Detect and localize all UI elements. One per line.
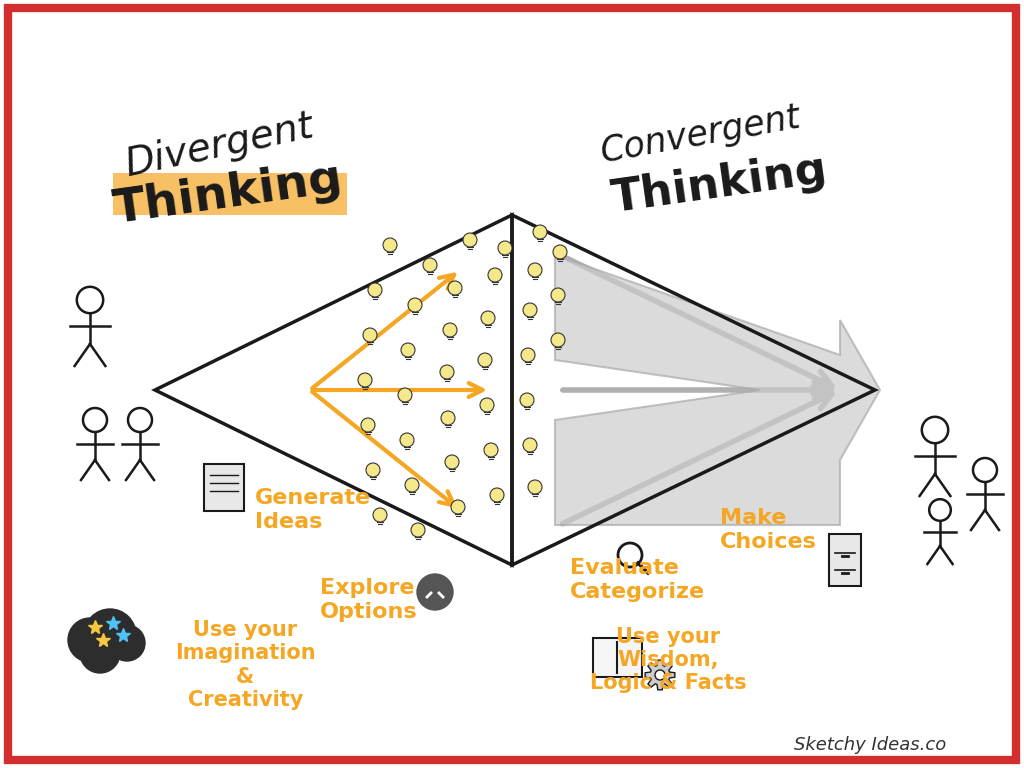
Text: Explore
Options: Explore Options bbox=[319, 578, 418, 621]
Circle shape bbox=[441, 411, 455, 425]
Circle shape bbox=[553, 245, 567, 259]
Circle shape bbox=[478, 353, 492, 367]
Circle shape bbox=[490, 488, 504, 502]
Circle shape bbox=[445, 455, 459, 469]
Circle shape bbox=[463, 233, 477, 247]
Circle shape bbox=[528, 480, 542, 494]
Polygon shape bbox=[555, 255, 880, 525]
Circle shape bbox=[406, 478, 419, 492]
Text: Use your
Imagination
&
Creativity: Use your Imagination & Creativity bbox=[175, 621, 315, 710]
Circle shape bbox=[401, 343, 415, 357]
Text: Convergent: Convergent bbox=[597, 101, 803, 170]
Circle shape bbox=[366, 463, 380, 477]
Circle shape bbox=[480, 398, 494, 412]
Text: Divergent: Divergent bbox=[122, 107, 317, 184]
Text: Sketchy Ideas.co: Sketchy Ideas.co bbox=[794, 736, 946, 754]
Circle shape bbox=[523, 303, 537, 317]
Circle shape bbox=[383, 238, 397, 252]
Text: Thinking: Thinking bbox=[111, 157, 346, 233]
Circle shape bbox=[488, 268, 502, 282]
Circle shape bbox=[481, 311, 495, 325]
Polygon shape bbox=[645, 660, 675, 690]
Circle shape bbox=[423, 258, 437, 272]
FancyBboxPatch shape bbox=[204, 464, 244, 511]
Text: Make
Choices: Make Choices bbox=[720, 508, 817, 551]
Circle shape bbox=[523, 438, 537, 452]
Circle shape bbox=[451, 500, 465, 514]
Circle shape bbox=[521, 348, 535, 362]
Circle shape bbox=[520, 393, 534, 407]
Circle shape bbox=[80, 633, 120, 673]
Circle shape bbox=[534, 225, 547, 239]
Circle shape bbox=[358, 373, 372, 387]
FancyBboxPatch shape bbox=[593, 638, 642, 677]
FancyBboxPatch shape bbox=[829, 534, 861, 586]
Text: Use your
Wisdom,
Logic & Facts: Use your Wisdom, Logic & Facts bbox=[590, 627, 746, 694]
Circle shape bbox=[655, 670, 665, 680]
Circle shape bbox=[417, 574, 453, 610]
Circle shape bbox=[449, 281, 462, 295]
Circle shape bbox=[484, 443, 498, 457]
Circle shape bbox=[398, 388, 412, 402]
Circle shape bbox=[109, 625, 145, 661]
Circle shape bbox=[362, 328, 377, 342]
Circle shape bbox=[373, 508, 387, 522]
Circle shape bbox=[551, 288, 565, 302]
Text: Generate
Ideas: Generate Ideas bbox=[255, 488, 371, 531]
Circle shape bbox=[68, 618, 112, 662]
Text: Evaluate
Categorize: Evaluate Categorize bbox=[570, 558, 706, 601]
Circle shape bbox=[411, 523, 425, 537]
Circle shape bbox=[368, 283, 382, 297]
Circle shape bbox=[400, 433, 414, 447]
Circle shape bbox=[84, 609, 136, 661]
Circle shape bbox=[440, 365, 454, 379]
Circle shape bbox=[528, 263, 542, 277]
Circle shape bbox=[443, 323, 457, 337]
Text: Thinking: Thinking bbox=[609, 148, 830, 221]
Circle shape bbox=[361, 418, 375, 432]
Circle shape bbox=[551, 333, 565, 347]
Circle shape bbox=[498, 241, 512, 255]
Circle shape bbox=[408, 298, 422, 312]
FancyBboxPatch shape bbox=[113, 173, 347, 215]
